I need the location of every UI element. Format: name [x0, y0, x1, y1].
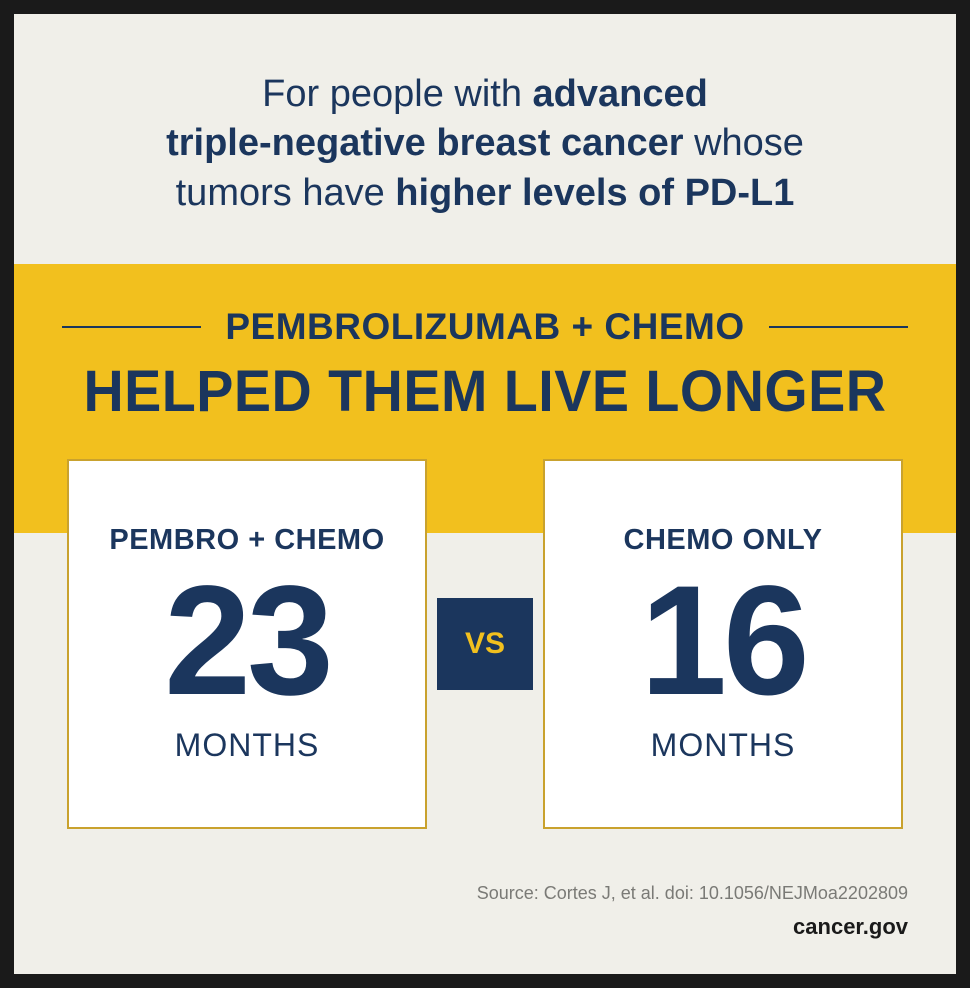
card-right-value: 16 — [640, 563, 806, 719]
divider-line-right — [769, 326, 908, 328]
header-text-2a: triple-negative breast cancer — [166, 122, 683, 164]
card-left-label: PEMBRO + CHEMO — [109, 524, 384, 557]
header-text-3a: tumors have — [176, 172, 396, 214]
banner-subtitle: HELPED THEM LIVE LONGER — [79, 358, 891, 425]
banner-title-row: PEMBROLIZUMAB + CHEMO — [62, 306, 908, 348]
header-text-3b: higher levels of PD-L1 — [395, 172, 794, 214]
card-right-unit: MONTHS — [651, 727, 796, 764]
source-citation: Source: Cortes J, et al. doi: 10.1056/NE… — [477, 883, 908, 904]
divider-line-left — [62, 326, 201, 328]
card-right: CHEMO ONLY 16 MONTHS — [543, 459, 903, 829]
banner-title: PEMBROLIZUMAB + CHEMO — [225, 306, 744, 348]
header-text-2b: whose — [684, 122, 804, 164]
card-left: PEMBRO + CHEMO 23 MONTHS — [67, 459, 427, 829]
card-left-unit: MONTHS — [175, 727, 320, 764]
card-right-label: CHEMO ONLY — [624, 524, 823, 557]
vs-badge: VS — [437, 598, 533, 690]
card-left-value: 23 — [164, 563, 330, 719]
footer: Source: Cortes J, et al. doi: 10.1056/NE… — [477, 883, 908, 940]
comparison-cards: PEMBRO + CHEMO 23 MONTHS VS CHEMO ONLY 1… — [14, 459, 956, 829]
header-text: For people with advanced triple-negative… — [14, 14, 956, 264]
site-name: cancer.gov — [477, 914, 908, 940]
header-text-1a: For people with — [262, 73, 532, 115]
header-text-1b: advanced — [533, 73, 708, 115]
infographic-frame: For people with advanced triple-negative… — [0, 0, 970, 988]
